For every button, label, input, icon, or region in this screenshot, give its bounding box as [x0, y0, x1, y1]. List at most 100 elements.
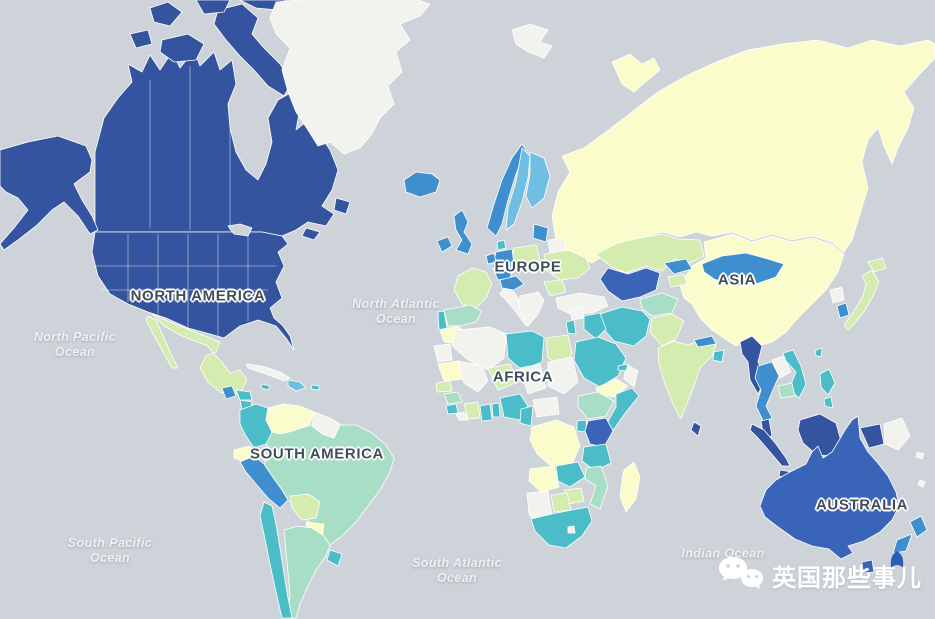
- country-south-africa[interactable]: [530, 506, 593, 549]
- country-colombia[interactable]: [239, 403, 273, 449]
- country-russia[interactable]: [551, 39, 935, 264]
- country-canada-island[interactable]: [149, 1, 183, 27]
- country-syria[interactable]: [569, 307, 585, 321]
- country-guinea[interactable]: [443, 391, 463, 405]
- country-libya[interactable]: [505, 330, 545, 371]
- country-north-korea[interactable]: [829, 286, 845, 304]
- country-central-africa[interactable]: [532, 396, 560, 418]
- country-honduras[interactable]: [235, 389, 253, 401]
- country-norway[interactable]: [486, 143, 527, 237]
- country-somalia[interactable]: [606, 387, 640, 433]
- country-uae[interactable]: [617, 363, 629, 372]
- country-newfoundland[interactable]: [333, 197, 351, 215]
- country-baltics[interactable]: [532, 223, 549, 243]
- country-israel-jordan[interactable]: [565, 319, 577, 335]
- country-argentina[interactable]: [283, 525, 331, 619]
- country-liberia[interactable]: [455, 411, 469, 421]
- country-sierra-leone[interactable]: [445, 403, 459, 415]
- country-canada-island[interactable]: [195, 0, 231, 15]
- country-iran[interactable]: [599, 306, 651, 347]
- country-romania[interactable]: [543, 279, 567, 297]
- country-puerto-rico[interactable]: [310, 384, 321, 391]
- country-madagascar[interactable]: [619, 461, 641, 513]
- country-new-zealand-north[interactable]: [909, 515, 928, 538]
- country-turkey[interactable]: [555, 292, 609, 315]
- country-ivory-coast[interactable]: [463, 401, 481, 420]
- country-kazakhstan[interactable]: [595, 233, 705, 274]
- country-pakistan[interactable]: [649, 313, 685, 347]
- country-canada-island[interactable]: [129, 29, 153, 49]
- country-benelux[interactable]: [485, 252, 497, 265]
- country-saudi-arabia[interactable]: [573, 336, 627, 388]
- country-vanuatu[interactable]: [917, 479, 926, 488]
- country-oman[interactable]: [623, 363, 639, 388]
- country-papua-new-guinea[interactable]: [883, 417, 911, 451]
- country-hispaniola[interactable]: [287, 379, 307, 392]
- country-portugal[interactable]: [437, 310, 448, 331]
- country-chad[interactable]: [519, 363, 547, 395]
- country-ghana[interactable]: [479, 403, 493, 422]
- country-taiwan[interactable]: [814, 347, 823, 358]
- country-canada-island[interactable]: [159, 33, 205, 63]
- country-spain[interactable]: [443, 304, 483, 327]
- country-venezuela[interactable]: [265, 403, 315, 435]
- country-peru[interactable]: [239, 455, 289, 509]
- country-indonesia-papua[interactable]: [859, 423, 885, 449]
- country-uruguay[interactable]: [326, 549, 343, 567]
- country-iraq[interactable]: [583, 312, 607, 340]
- country-vietnam[interactable]: [782, 349, 807, 399]
- country-ukraine[interactable]: [543, 249, 591, 281]
- country-ethiopia[interactable]: [577, 391, 615, 420]
- country-togo-benin[interactable]: [491, 402, 501, 418]
- country-solomon-islands[interactable]: [915, 451, 925, 460]
- country-australia[interactable]: [759, 415, 900, 560]
- country-sudan[interactable]: [547, 356, 579, 395]
- country-senegal[interactable]: [435, 380, 453, 393]
- country-japan-hokkaido[interactable]: [867, 257, 887, 273]
- country-tasmania[interactable]: [861, 559, 875, 574]
- country-lesotho[interactable]: [567, 525, 576, 534]
- country-botswana[interactable]: [550, 492, 572, 513]
- country-mexico-baja[interactable]: [145, 315, 179, 369]
- country-mongolia[interactable]: [701, 252, 785, 287]
- country-uk[interactable]: [453, 209, 473, 255]
- country-tanzania[interactable]: [581, 443, 612, 472]
- country-france[interactable]: [453, 267, 493, 309]
- country-uzbekistan-turkmenistan[interactable]: [599, 267, 661, 302]
- country-novaya-zemlya[interactable]: [611, 53, 661, 93]
- country-alaska[interactable]: [0, 135, 99, 251]
- country-indonesia-sumatra[interactable]: [749, 423, 791, 467]
- country-greenland[interactable]: [269, 0, 431, 155]
- country-philippines[interactable]: [819, 368, 836, 396]
- country-kyrgyzstan[interactable]: [663, 258, 693, 275]
- country-chile[interactable]: [259, 501, 293, 619]
- country-cameroon[interactable]: [519, 405, 534, 427]
- country-guyanas[interactable]: [311, 411, 341, 439]
- country-canada[interactable]: [94, 49, 339, 237]
- country-bolivia[interactable]: [289, 493, 321, 521]
- country-nova-scotia[interactable]: [301, 227, 321, 241]
- country-bangladesh[interactable]: [712, 349, 725, 363]
- country-guatemala[interactable]: [221, 385, 237, 400]
- country-ireland[interactable]: [436, 236, 453, 253]
- country-sri-lanka[interactable]: [690, 421, 702, 437]
- country-cambodia[interactable]: [777, 382, 796, 399]
- country-mozambique[interactable]: [584, 465, 609, 510]
- country-alpine[interactable]: [499, 275, 525, 291]
- country-niger[interactable]: [487, 363, 519, 391]
- country-tajikistan[interactable]: [667, 273, 688, 288]
- country-afghanistan[interactable]: [639, 292, 679, 317]
- country-india[interactable]: [657, 339, 717, 420]
- country-laos[interactable]: [771, 355, 792, 379]
- country-algeria[interactable]: [451, 326, 507, 371]
- country-cuba[interactable]: [245, 363, 291, 382]
- country-iceland[interactable]: [403, 171, 441, 198]
- country-denmark[interactable]: [496, 239, 507, 251]
- country-south-korea[interactable]: [836, 302, 850, 319]
- country-sweden[interactable]: [505, 147, 531, 231]
- country-zambia[interactable]: [555, 461, 586, 488]
- country-balkans[interactable]: [517, 291, 545, 327]
- country-usa[interactable]: [91, 231, 295, 351]
